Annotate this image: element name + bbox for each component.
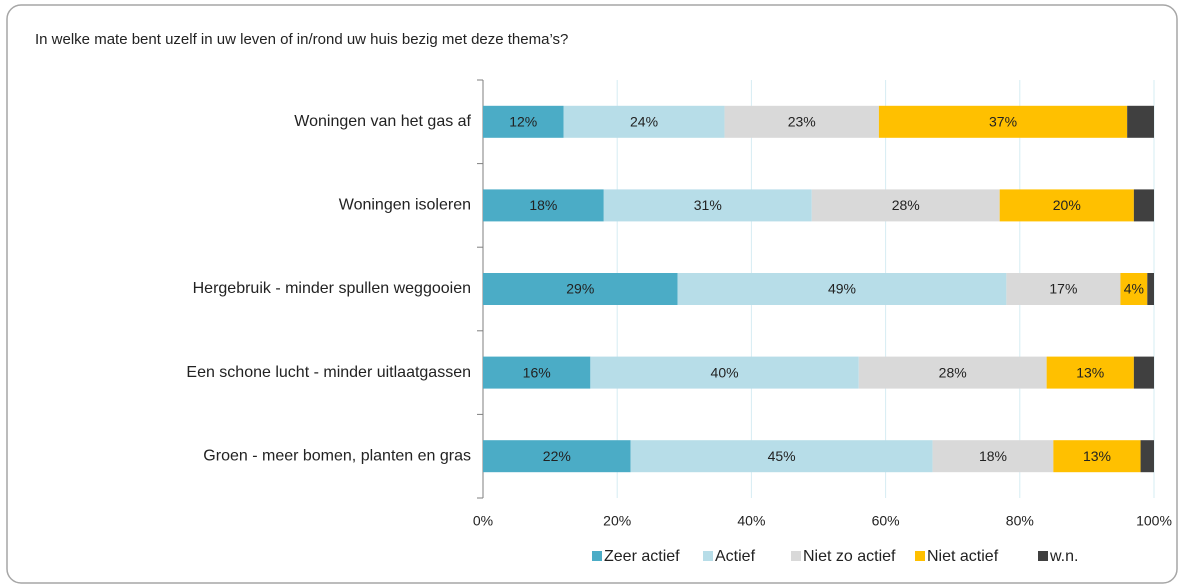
- bar-segment: [1133, 189, 1154, 222]
- data-label: 18%: [529, 197, 557, 213]
- data-label: 16%: [523, 364, 551, 380]
- bar-segment: [999, 189, 1134, 222]
- bar-segment: [1046, 356, 1134, 389]
- legend-swatch: [791, 551, 801, 561]
- data-label: 37%: [989, 114, 1017, 130]
- bar-segment: [1140, 440, 1154, 473]
- x-tick-label: 80%: [1006, 513, 1034, 529]
- bar-segment: [603, 189, 812, 222]
- bar-segment: [590, 356, 859, 389]
- x-tick-label: 40%: [737, 513, 765, 529]
- data-label: 23%: [788, 114, 816, 130]
- data-label: 40%: [711, 364, 739, 380]
- legend-swatch: [1038, 551, 1048, 561]
- bar-segment: [630, 440, 933, 473]
- data-label: 18%: [979, 448, 1007, 464]
- bar-segment: [858, 356, 1047, 389]
- data-label: 4%: [1124, 281, 1144, 297]
- data-label: 12%: [509, 114, 537, 130]
- bar-segment: [483, 273, 678, 305]
- data-label: 28%: [939, 364, 967, 380]
- bar-segment: [811, 189, 1000, 222]
- bar-segment: [1147, 273, 1154, 305]
- bar-segment: [563, 105, 725, 138]
- data-label: 13%: [1076, 364, 1104, 380]
- bar-segment: [483, 440, 631, 473]
- bar-segment: [483, 189, 604, 222]
- y-tick-label: Hergebruik - minder spullen weggooien: [193, 280, 471, 297]
- bar-segment: [1120, 273, 1148, 305]
- data-label: 24%: [630, 114, 658, 130]
- bar-segment: [878, 105, 1128, 138]
- legend-swatch: [703, 551, 713, 561]
- y-tick-label: Een schone lucht - minder uitlaatgassen: [186, 364, 471, 381]
- y-tick-label: Woningen van het gas af: [294, 113, 471, 130]
- x-tick-label: 20%: [603, 513, 631, 529]
- data-label: 28%: [892, 197, 920, 213]
- data-label: 29%: [566, 281, 594, 297]
- bar-segment: [483, 356, 591, 389]
- legend-swatch: [915, 551, 925, 561]
- legend-label: Zeer actief: [604, 548, 680, 565]
- y-tick-label: Groen - meer bomen, planten en gras: [203, 447, 471, 464]
- legend-swatch: [592, 551, 602, 561]
- bar-segment: [1053, 440, 1141, 473]
- chart-title: In welke mate bent uzelf in uw leven of …: [35, 31, 568, 48]
- legend-label: Niet zo actief: [803, 548, 896, 565]
- data-label: 13%: [1083, 448, 1111, 464]
- bar-segment: [677, 273, 1007, 305]
- bar-segment: [932, 440, 1054, 473]
- y-tick-label: Woningen isoleren: [339, 197, 471, 214]
- bar-segment: [1127, 105, 1154, 138]
- data-label: 45%: [768, 448, 796, 464]
- bar-segment: [724, 105, 879, 138]
- data-label: 22%: [543, 448, 571, 464]
- bar-segment: [483, 105, 564, 138]
- legend-label: w.n.: [1049, 548, 1078, 565]
- bar-segment: [1006, 273, 1121, 305]
- x-tick-label: 100%: [1136, 513, 1172, 529]
- legend-label: Actief: [715, 548, 756, 565]
- data-label: 49%: [828, 281, 856, 297]
- data-label: 17%: [1049, 281, 1077, 297]
- bar-segment: [1133, 356, 1154, 389]
- data-label: 20%: [1053, 197, 1081, 213]
- x-tick-label: 60%: [872, 513, 900, 529]
- x-tick-label: 0%: [473, 513, 493, 529]
- data-label: 31%: [694, 197, 722, 213]
- legend-label: Niet actief: [927, 548, 999, 565]
